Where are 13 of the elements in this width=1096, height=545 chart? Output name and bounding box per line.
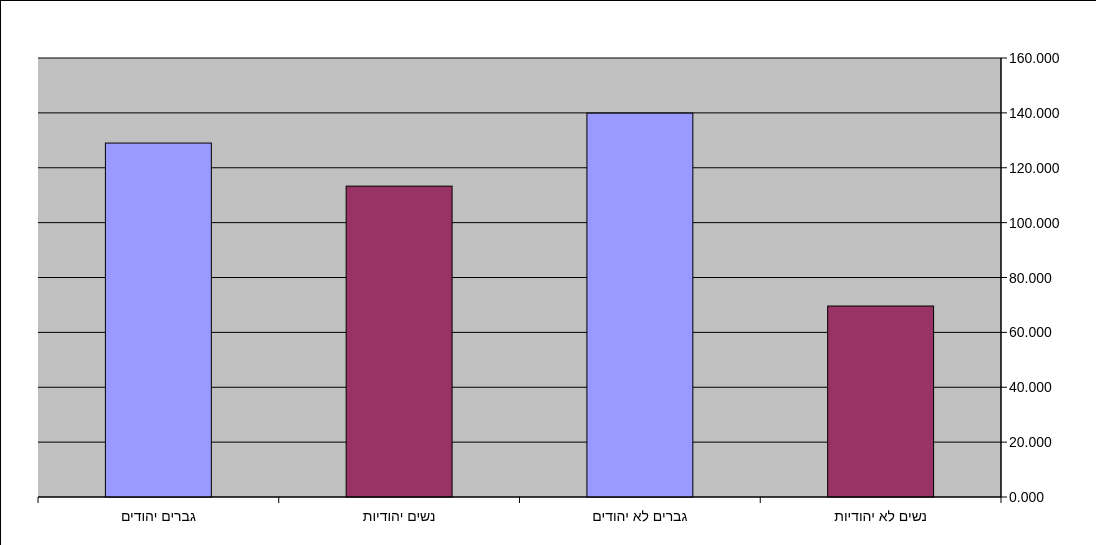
- y-tick-label: 0.000: [1009, 489, 1045, 505]
- y-tick-label: 60.000: [1009, 324, 1053, 341]
- x-tick-label: נשים יהודיות: [362, 508, 436, 524]
- y-tick-label: 80.000: [1009, 269, 1053, 286]
- y-tick-label: 20.000: [1009, 434, 1053, 451]
- x-tick-label: גברים יהודים: [120, 508, 196, 524]
- x-tick-label: נשים לא יהודיות: [834, 508, 928, 524]
- x-tick-label: גברים לא יהודים: [592, 508, 688, 524]
- y-tick-label: 160.000: [1009, 50, 1060, 66]
- y-tick-label: 40.000: [1009, 379, 1053, 396]
- y-tick-label: 120.000: [1009, 159, 1060, 176]
- y-tick-label: 140.000: [1009, 104, 1060, 121]
- y-tick-label: 100.000: [1009, 214, 1060, 231]
